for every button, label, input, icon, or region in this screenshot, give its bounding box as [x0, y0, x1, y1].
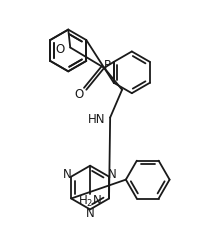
Text: O: O	[56, 43, 65, 56]
Text: P: P	[104, 59, 111, 72]
Text: O: O	[75, 88, 84, 101]
Text: HN: HN	[88, 113, 105, 126]
Text: N: N	[108, 168, 117, 181]
Text: H$_2$N: H$_2$N	[78, 194, 102, 209]
Text: N: N	[63, 168, 72, 181]
Text: N: N	[86, 207, 95, 220]
